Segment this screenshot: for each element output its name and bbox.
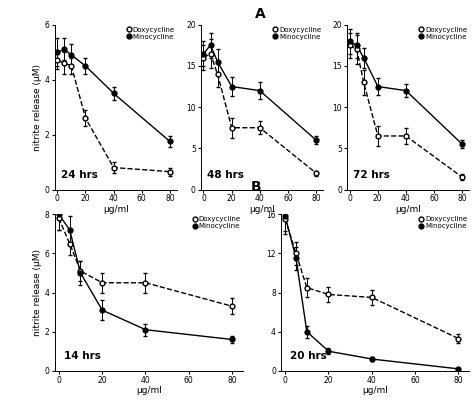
Text: 24 hrs: 24 hrs bbox=[61, 170, 98, 180]
Legend: Doxycycline, Minocycline: Doxycycline, Minocycline bbox=[418, 215, 468, 230]
Text: 14 hrs: 14 hrs bbox=[64, 351, 101, 361]
Text: 20 hrs: 20 hrs bbox=[290, 351, 327, 361]
Text: B: B bbox=[251, 180, 261, 194]
Y-axis label: nitrite release (μM): nitrite release (μM) bbox=[33, 249, 42, 336]
Legend: Doxycycline, Minocycline: Doxycycline, Minocycline bbox=[418, 26, 468, 40]
Legend: Doxycycline, Minocycline: Doxycycline, Minocycline bbox=[192, 215, 242, 230]
X-axis label: μg/ml: μg/ml bbox=[395, 205, 421, 214]
X-axis label: μg/ml: μg/ml bbox=[362, 386, 388, 395]
Y-axis label: nitrite release (μM): nitrite release (μM) bbox=[33, 63, 42, 151]
Legend: Doxycycline, Minocycline: Doxycycline, Minocycline bbox=[126, 26, 175, 40]
Text: A: A bbox=[255, 7, 266, 21]
Text: 72 hrs: 72 hrs bbox=[353, 170, 390, 180]
X-axis label: μg/ml: μg/ml bbox=[103, 205, 128, 214]
Text: 48 hrs: 48 hrs bbox=[207, 170, 244, 180]
Legend: Doxycycline, Minocycline: Doxycycline, Minocycline bbox=[272, 26, 322, 40]
X-axis label: μg/ml: μg/ml bbox=[249, 205, 275, 214]
X-axis label: μg/ml: μg/ml bbox=[136, 386, 162, 395]
